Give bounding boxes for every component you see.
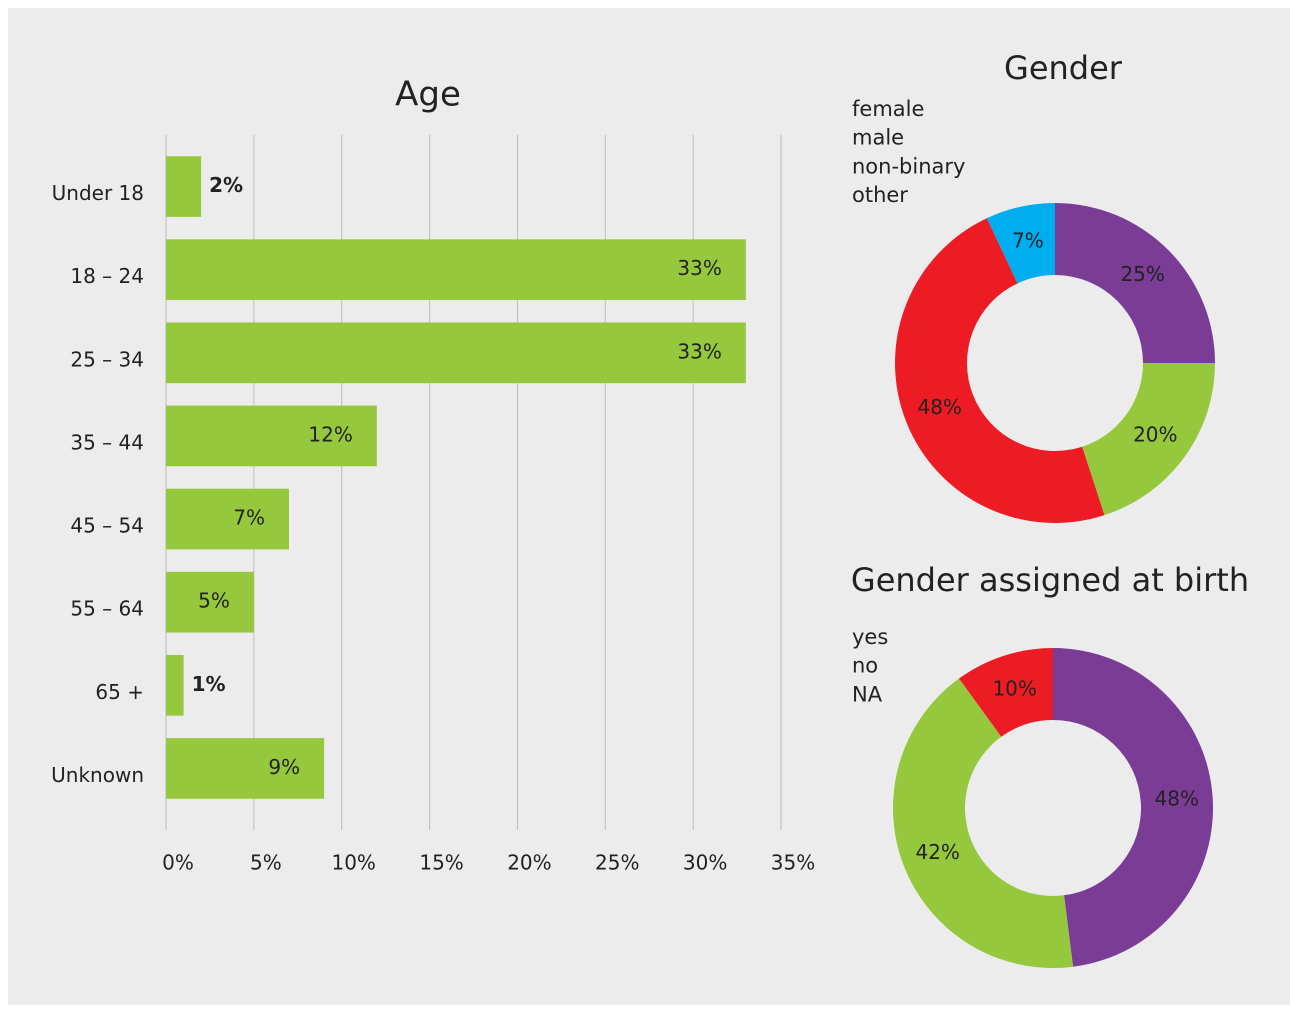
bar	[166, 738, 325, 799]
x-tick-label: 35%	[771, 851, 815, 875]
x-tick-label: 5%	[250, 851, 282, 875]
legend-entry: no	[852, 654, 878, 678]
bar	[166, 571, 254, 633]
data-label: 7%	[1012, 228, 1044, 252]
data-label: 48%	[1155, 787, 1199, 811]
donut-slice	[894, 218, 1105, 524]
data-label: 42%	[915, 840, 959, 864]
data-label: 33%	[677, 339, 721, 363]
y-tick-label: 25 – 34	[70, 347, 144, 371]
donut-slice	[958, 648, 1053, 737]
y-tick-label: 35 – 44	[70, 430, 144, 454]
bar	[166, 405, 377, 467]
x-tick-label: 10%	[331, 851, 375, 875]
x-tick-label: 0%	[162, 851, 194, 875]
data-label: 48%	[917, 395, 961, 419]
data-label: 12%	[308, 422, 352, 446]
x-tick-label: 20%	[507, 851, 551, 875]
bar	[166, 654, 184, 716]
legend-entry: NA	[852, 682, 883, 706]
chart-title: Gender	[1004, 49, 1123, 87]
chart-title: Age	[395, 75, 461, 115]
donut-slice	[1055, 203, 1215, 363]
y-tick-label: 65 +	[95, 680, 144, 704]
y-tick-label: Under 18	[52, 181, 144, 205]
legend-entry: female	[852, 97, 924, 121]
data-label: 1%	[192, 672, 226, 696]
donut-slice	[986, 203, 1055, 284]
donut-slice	[1082, 363, 1215, 516]
donut-slice	[1053, 648, 1213, 967]
x-tick-label: 30%	[683, 851, 727, 875]
legend-entry: yes	[852, 625, 888, 649]
data-label: 2%	[209, 173, 243, 197]
data-label: 5%	[198, 589, 230, 613]
data-label: 7%	[233, 506, 265, 530]
y-tick-label: Unknown	[51, 763, 144, 787]
legend-entry: male	[852, 126, 904, 150]
bar	[166, 239, 746, 301]
y-tick-label: 45 – 54	[70, 514, 144, 538]
donut-slice	[893, 678, 1074, 968]
data-label: 10%	[992, 677, 1036, 701]
data-label: 25%	[1120, 262, 1164, 286]
data-label: 9%	[268, 755, 300, 779]
data-label: 20%	[1133, 422, 1177, 446]
chart-title: Gender assigned at birth	[851, 561, 1249, 599]
legend-entry: other	[852, 183, 908, 207]
x-tick-label: 25%	[595, 851, 639, 875]
bar	[166, 488, 289, 550]
y-tick-label: 18 – 24	[70, 264, 144, 288]
x-tick-label: 15%	[419, 851, 463, 875]
data-label: 33%	[677, 256, 721, 280]
bar	[166, 322, 746, 384]
bar	[166, 156, 202, 217]
y-tick-label: 55 – 64	[70, 597, 144, 621]
legend-entry: non-binary	[852, 154, 965, 178]
